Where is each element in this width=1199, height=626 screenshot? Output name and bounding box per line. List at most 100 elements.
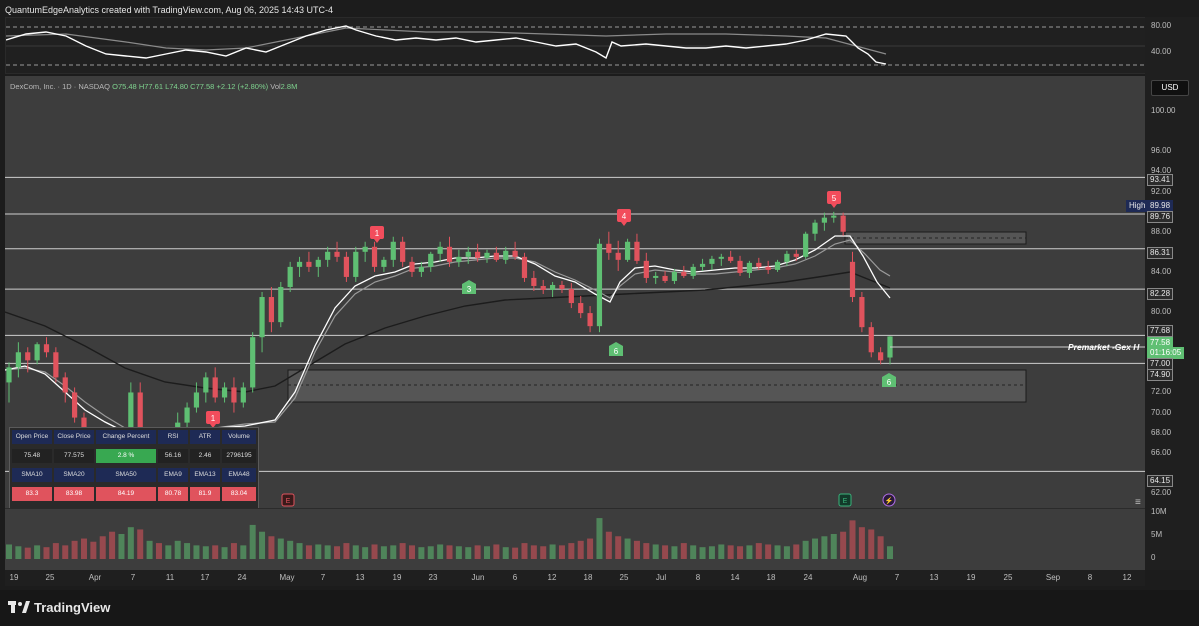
candle-body (587, 313, 593, 327)
stats-header-rsi: RSI (158, 430, 188, 444)
volume-bar (446, 545, 453, 559)
rsi-plot (5, 25, 1146, 66)
price-axis-label: 72.00 (1151, 387, 1172, 397)
tradingview-logo[interactable]: TradingView (8, 598, 110, 616)
earnings-upcoming-icon: E (838, 493, 852, 507)
volume-bar (718, 544, 725, 559)
stats-header-open: Open Price (12, 430, 52, 444)
candle-body (878, 352, 884, 361)
time-axis-label: 19 (966, 573, 976, 582)
stats-open-value: 75.48 (12, 449, 52, 463)
candle-body (296, 261, 303, 267)
high-tag-label: High (1126, 200, 1149, 212)
sell-marker-1: 1 (370, 226, 384, 243)
stats-ma-header-sma10: SMA10 (12, 468, 52, 482)
volume-bar (277, 538, 284, 559)
time-axis-label: 18 (583, 573, 593, 582)
svg-text:E: E (286, 498, 291, 505)
volume-bar (596, 518, 603, 559)
candle-body (306, 261, 312, 267)
candle-body (418, 266, 424, 272)
candle-body (578, 303, 584, 314)
stats-ma-header-sma50: SMA50 (96, 468, 156, 482)
volume-bar (184, 543, 191, 559)
volume-bar (418, 547, 425, 559)
settings-icon[interactable]: ≡ (1135, 497, 1141, 508)
candle-body (53, 352, 59, 378)
rsi-pane[interactable] (5, 17, 1147, 74)
sell-marker-4: 5 (827, 191, 841, 208)
volume-pane[interactable] (5, 508, 1145, 571)
level-tag-86-31: 86.31 (1147, 247, 1174, 259)
volume-bar (165, 545, 172, 559)
volume-bar (202, 546, 209, 559)
legend-low: L74.80 (165, 82, 189, 91)
candle-body (812, 222, 818, 234)
candle-body (315, 259, 321, 267)
time-axis-label: 8 (695, 573, 701, 582)
time-axis-label: 25 (45, 573, 55, 582)
price-axis-label: 96.00 (1151, 146, 1172, 156)
time-axis-label: 23 (428, 573, 438, 582)
legend-open: O75.48 (112, 82, 137, 91)
time-axis-label: 14 (730, 573, 740, 582)
symbol-name: DexCom, Inc. · 1D · NASDAQ (10, 82, 111, 91)
volume-bar (840, 531, 847, 559)
buy-marker-2: 6 (609, 342, 623, 356)
volume-bar (587, 538, 594, 559)
time-axis[interactable] (5, 570, 1145, 586)
volume-bar (671, 546, 678, 559)
volume-bar (821, 536, 828, 559)
candle-body (231, 387, 237, 403)
buy-marker-3-label: 6 (887, 378, 892, 387)
volume-bar (812, 538, 819, 559)
volume-bar (43, 547, 50, 559)
volume-bar (409, 545, 416, 559)
volume-bar (34, 545, 41, 559)
time-axis-label: 7 (130, 573, 136, 582)
candle-body (624, 241, 631, 260)
tradingview-brand: TradingView (34, 599, 111, 615)
stats-close-value: 77.575 (54, 449, 94, 463)
level-tag-74-90: 74.90 (1147, 369, 1174, 381)
time-axis-label: 25 (1003, 573, 1013, 582)
sell-marker-3: 4 (617, 209, 631, 226)
candle-body (699, 263, 706, 267)
candle-body (34, 344, 40, 361)
legend-high: H77.61 (138, 82, 164, 91)
symbol-legend[interactable]: DexCom, Inc. · 1D · NASDAQ O75.48 H77.61… (10, 82, 297, 91)
price-pane[interactable]: 1 1 4 5 3 (4, 76, 1145, 514)
svg-text:E: E (843, 498, 848, 505)
buy-marker-1-label: 3 (467, 285, 472, 294)
candle-body (62, 377, 68, 393)
time-axis-label: 17 (200, 573, 210, 582)
candle-body (25, 352, 31, 361)
candle-body (353, 251, 359, 277)
volume-bar (52, 543, 59, 559)
sell-marker-4-label: 5 (832, 194, 837, 203)
currency-button[interactable]: USD (1151, 80, 1189, 96)
candle-body (390, 241, 396, 260)
volume-bar (530, 545, 537, 559)
volume-bar (774, 545, 781, 559)
candle-body (831, 215, 837, 218)
volume-bar (633, 540, 640, 559)
signal-markers: 1 1 4 5 3 (206, 191, 896, 428)
volume-bar (15, 546, 22, 559)
volume-bar (137, 529, 144, 559)
volume-bar (315, 544, 322, 559)
candle-body (634, 241, 640, 261)
volume-bar (259, 531, 266, 559)
volume-bar (652, 544, 659, 559)
stats-ema9-value: 80.78 (158, 487, 188, 501)
volume-bar (437, 544, 444, 559)
time-axis-label: May (279, 573, 295, 582)
volume-bar (427, 546, 434, 559)
candle-body (203, 377, 209, 393)
time-axis-label: 24 (803, 573, 813, 582)
volume-bar (858, 527, 865, 559)
candle-body (718, 256, 724, 259)
time-axis-label: Apr (88, 573, 102, 582)
candle-body (15, 352, 21, 368)
sell-marker-1-label: 1 (375, 229, 380, 238)
